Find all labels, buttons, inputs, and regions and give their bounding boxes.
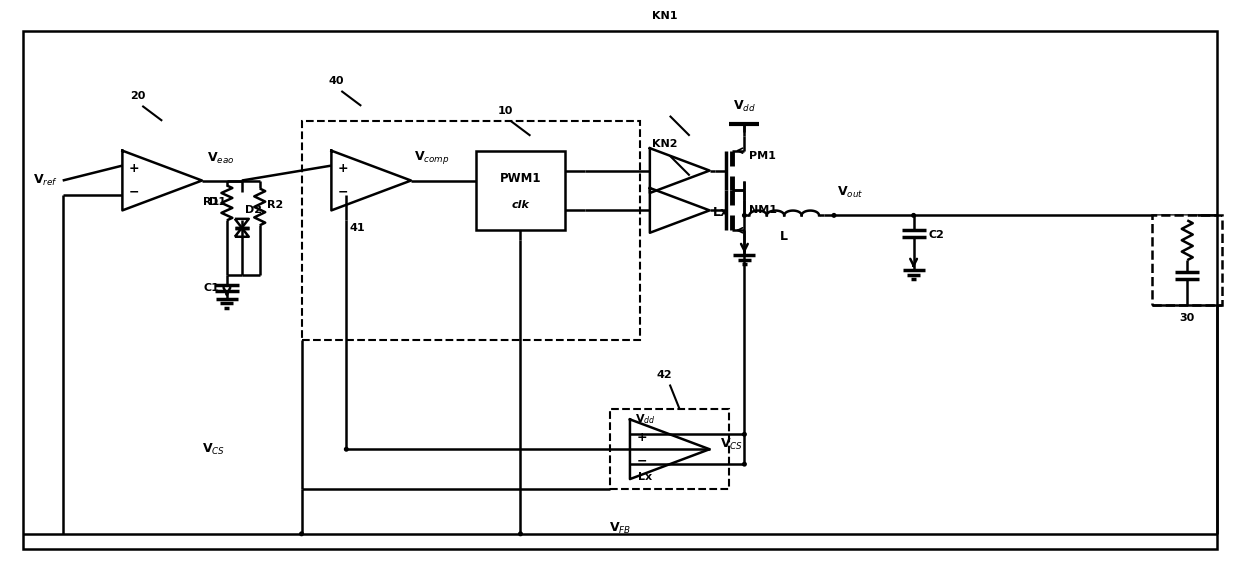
- Text: R1: R1: [202, 197, 219, 208]
- Circle shape: [743, 462, 746, 466]
- Circle shape: [832, 213, 836, 217]
- Text: V$_{out}$: V$_{out}$: [837, 186, 863, 201]
- Text: +: +: [129, 162, 140, 175]
- Text: −: −: [129, 186, 140, 199]
- Circle shape: [743, 213, 746, 217]
- Polygon shape: [331, 151, 410, 211]
- Text: NM1: NM1: [749, 205, 777, 215]
- Polygon shape: [630, 419, 709, 479]
- Text: 30: 30: [1179, 313, 1195, 323]
- Bar: [1152, 215, 1223, 305]
- Bar: [610, 409, 729, 489]
- Circle shape: [300, 532, 304, 535]
- Text: V$_{CS}$: V$_{CS}$: [719, 437, 743, 452]
- Bar: [301, 121, 640, 340]
- Circle shape: [911, 213, 915, 217]
- Text: V$_{CS}$: V$_{CS}$: [202, 442, 226, 457]
- Text: V$_{ref}$: V$_{ref}$: [32, 173, 58, 188]
- Text: Lx: Lx: [713, 206, 729, 219]
- Text: +: +: [636, 431, 647, 444]
- Text: −: −: [636, 455, 647, 467]
- Text: KN1: KN1: [652, 11, 677, 21]
- Text: KN2: KN2: [652, 139, 677, 148]
- Text: D2: D2: [244, 205, 262, 215]
- Text: V$_{eao}$: V$_{eao}$: [207, 150, 234, 166]
- Bar: [22, 31, 1218, 549]
- Text: L: L: [780, 230, 789, 243]
- Text: C1: C1: [203, 283, 219, 293]
- Polygon shape: [123, 151, 202, 211]
- Text: PWM1: PWM1: [500, 172, 541, 185]
- Text: V$_{dd}$: V$_{dd}$: [635, 412, 655, 426]
- Text: 42: 42: [657, 369, 672, 379]
- Text: +: +: [339, 162, 348, 175]
- Circle shape: [743, 433, 746, 436]
- Text: V$_{FB}$: V$_{FB}$: [609, 521, 631, 536]
- Text: C2: C2: [929, 230, 945, 240]
- Text: R2: R2: [267, 201, 283, 211]
- Circle shape: [345, 447, 348, 451]
- Text: 40: 40: [329, 76, 345, 86]
- Circle shape: [518, 532, 522, 535]
- Text: 20: 20: [130, 91, 145, 101]
- Polygon shape: [650, 148, 709, 193]
- Text: PM1: PM1: [749, 151, 776, 161]
- Polygon shape: [650, 188, 709, 233]
- Text: D1: D1: [208, 197, 226, 208]
- Text: clk: clk: [512, 201, 529, 211]
- Text: V$_{dd}$: V$_{dd}$: [733, 99, 756, 114]
- Bar: [476, 151, 565, 230]
- Text: Lx: Lx: [637, 472, 652, 482]
- Text: 41: 41: [350, 223, 365, 233]
- Text: −: −: [339, 186, 348, 199]
- Text: 10: 10: [498, 106, 513, 116]
- Text: V$_{comp}$: V$_{comp}$: [414, 148, 450, 166]
